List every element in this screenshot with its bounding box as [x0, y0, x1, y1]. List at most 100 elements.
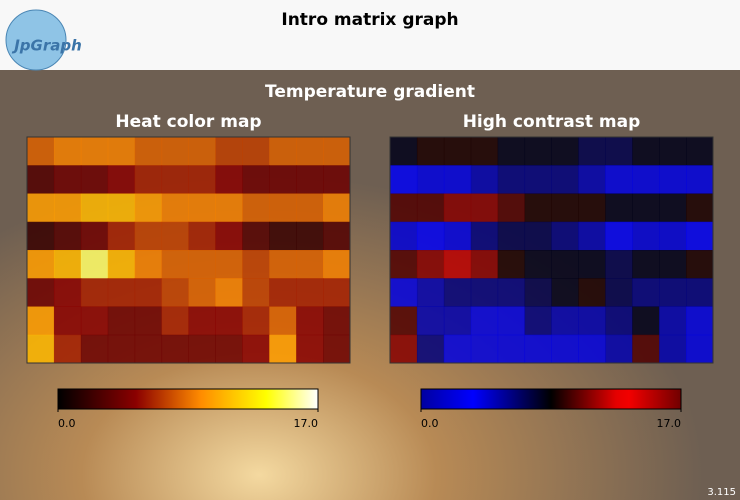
matrix-cell — [578, 306, 606, 336]
matrix-cell — [80, 306, 109, 336]
matrix-cell — [215, 165, 243, 194]
matrix-cell — [296, 137, 324, 166]
matrix-cell — [659, 334, 687, 364]
matrix-cell — [659, 250, 687, 279]
matrix-cell — [470, 306, 499, 336]
matrix-cell — [53, 137, 82, 166]
matrix-cell — [524, 193, 552, 223]
matrix-cell — [134, 250, 163, 279]
subtitle: Temperature gradient — [265, 82, 475, 102]
matrix-cell — [161, 334, 189, 364]
matrix-cell — [659, 306, 687, 336]
matrix-cell — [323, 193, 351, 223]
matrix-cell — [269, 334, 297, 364]
matrix-cell — [686, 250, 714, 279]
matrix-cell — [659, 137, 687, 166]
matrix-cell — [242, 278, 270, 307]
matrix-cell — [242, 193, 270, 223]
matrix-cell — [551, 250, 579, 279]
matrix-frame — [26, 136, 351, 364]
matrix-cell — [80, 137, 109, 166]
matrix-cell — [443, 334, 472, 364]
matrix-cell — [323, 250, 351, 279]
matrix-cell — [497, 306, 526, 336]
matrix-cell — [443, 193, 472, 223]
tick-label: 0.0 — [421, 417, 439, 430]
matrix-cell — [443, 278, 472, 307]
matrix-cell — [80, 193, 109, 223]
matrix-cell — [215, 193, 243, 223]
matrix-cell — [323, 334, 351, 364]
title: Intro matrix graph — [281, 10, 458, 30]
matrix-cell — [188, 221, 216, 251]
matrix-cell — [605, 250, 633, 279]
matrix-cell — [27, 221, 55, 251]
matrix-cell — [80, 250, 109, 279]
matrix-cell — [80, 334, 109, 364]
matrix-cell — [390, 137, 418, 166]
matrix-cell — [578, 137, 606, 166]
matrix-cell — [390, 193, 418, 223]
matrix-cell — [551, 137, 579, 166]
matrix-cell — [242, 165, 270, 194]
matrix-cell — [470, 221, 499, 251]
matrix-cell — [215, 306, 243, 336]
matrix-cell — [242, 221, 270, 251]
matrix-cell — [443, 137, 472, 166]
matrix-cell — [215, 334, 243, 364]
matrix-cell — [470, 137, 499, 166]
matrix-cell — [296, 165, 324, 194]
header-band — [0, 0, 740, 70]
matrix-cell — [134, 278, 163, 307]
matrix-cell — [134, 165, 163, 194]
matrix-cell — [323, 221, 351, 251]
matrix-cell — [551, 221, 579, 251]
matrix-cell — [390, 306, 418, 336]
matrix-cell — [296, 193, 324, 223]
matrix-cell — [107, 334, 136, 364]
matrix-cell — [497, 165, 526, 194]
matrix-cell — [686, 221, 714, 251]
matrix-cell — [470, 165, 499, 194]
matrix-cell — [242, 306, 270, 336]
matrix-cell — [686, 137, 714, 166]
matrix-cell — [659, 165, 687, 194]
matrix-cell — [551, 334, 579, 364]
matrix-cell — [296, 306, 324, 336]
matrix-frame — [389, 136, 714, 364]
matrix-cell — [605, 306, 633, 336]
colorbar — [420, 388, 682, 410]
matrix-cell — [161, 221, 189, 251]
matrix-cell — [53, 221, 82, 251]
matrix-cell — [323, 306, 351, 336]
matrix-cell — [659, 278, 687, 307]
matrix-cell — [605, 221, 633, 251]
matrix-cell — [578, 334, 606, 364]
matrix-cell — [632, 193, 660, 223]
matrix-cell — [27, 278, 55, 307]
matrix-cell — [524, 221, 552, 251]
matrix-cell — [390, 165, 418, 194]
tick-label: 17.0 — [294, 417, 319, 430]
matrix-cell — [497, 278, 526, 307]
matrix-cell — [632, 334, 660, 364]
matrix-cell — [470, 278, 499, 307]
matrix-cell — [659, 221, 687, 251]
matrix-cell — [390, 334, 418, 364]
matrix-cell — [497, 334, 526, 364]
matrix-cell — [551, 278, 579, 307]
matrix-cell — [497, 193, 526, 223]
matrix-cell — [161, 250, 189, 279]
logo — [5, 9, 67, 71]
matrix-cell — [390, 221, 418, 251]
matrix-cell — [188, 193, 216, 223]
matrix-cell — [578, 221, 606, 251]
tick-label: 17.0 — [657, 417, 682, 430]
matrix-cell — [53, 165, 82, 194]
matrix-cell — [188, 278, 216, 307]
matrix-cell — [80, 221, 109, 251]
matrix-cell — [416, 306, 445, 336]
matrix-cell — [416, 334, 445, 364]
matrix-cell — [215, 250, 243, 279]
